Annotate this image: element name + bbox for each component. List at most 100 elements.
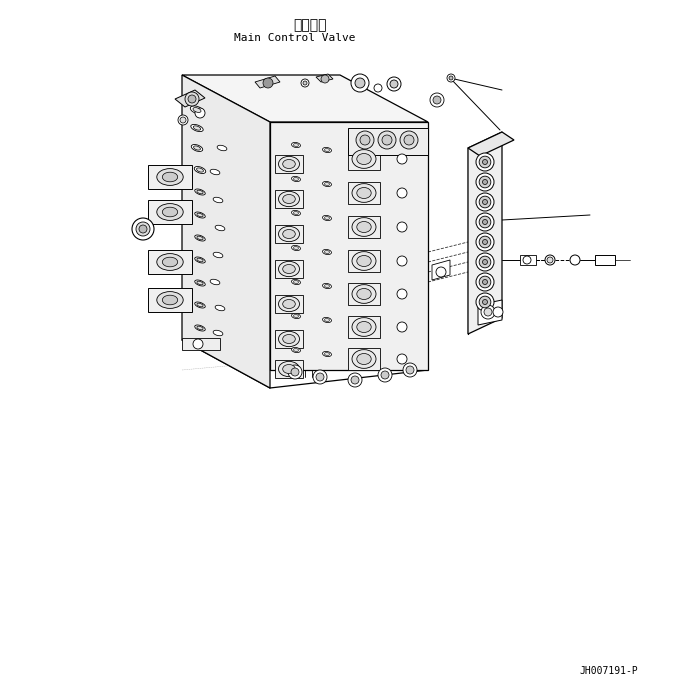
Ellipse shape: [157, 204, 183, 220]
Ellipse shape: [210, 169, 220, 175]
Ellipse shape: [278, 361, 300, 377]
Circle shape: [382, 135, 392, 145]
Circle shape: [482, 260, 488, 265]
Polygon shape: [275, 225, 303, 243]
Circle shape: [185, 92, 199, 106]
Ellipse shape: [325, 182, 329, 186]
Ellipse shape: [294, 247, 298, 249]
Ellipse shape: [195, 325, 205, 331]
Ellipse shape: [197, 236, 203, 240]
Circle shape: [482, 299, 488, 305]
Ellipse shape: [278, 332, 300, 347]
Ellipse shape: [278, 156, 300, 171]
Polygon shape: [348, 182, 380, 204]
Circle shape: [476, 193, 494, 211]
Ellipse shape: [291, 142, 300, 148]
Ellipse shape: [322, 182, 331, 187]
Ellipse shape: [194, 146, 200, 150]
Ellipse shape: [322, 352, 331, 357]
Polygon shape: [348, 216, 380, 238]
Ellipse shape: [357, 187, 371, 198]
Ellipse shape: [352, 318, 376, 337]
Circle shape: [351, 376, 359, 384]
Polygon shape: [478, 300, 502, 325]
Ellipse shape: [191, 124, 203, 131]
Ellipse shape: [282, 160, 296, 169]
Ellipse shape: [357, 289, 371, 299]
Polygon shape: [348, 348, 380, 370]
Circle shape: [378, 368, 392, 382]
Text: JH007191-P: JH007191-P: [579, 666, 638, 676]
Polygon shape: [432, 260, 450, 280]
Ellipse shape: [215, 225, 225, 231]
Circle shape: [397, 222, 407, 232]
Ellipse shape: [294, 281, 298, 283]
Polygon shape: [468, 132, 514, 156]
Circle shape: [482, 279, 488, 285]
Circle shape: [355, 78, 365, 88]
Circle shape: [436, 267, 446, 277]
Ellipse shape: [322, 317, 331, 323]
Circle shape: [400, 131, 418, 149]
Circle shape: [479, 236, 491, 248]
Ellipse shape: [291, 245, 300, 251]
Circle shape: [479, 196, 491, 208]
Ellipse shape: [196, 168, 203, 172]
Ellipse shape: [357, 256, 371, 267]
Circle shape: [348, 373, 362, 387]
Circle shape: [139, 225, 147, 233]
Polygon shape: [316, 74, 333, 82]
Ellipse shape: [197, 214, 203, 217]
Polygon shape: [148, 165, 192, 189]
Polygon shape: [520, 255, 536, 265]
Ellipse shape: [195, 189, 205, 195]
Ellipse shape: [282, 364, 296, 374]
Ellipse shape: [278, 191, 300, 207]
Ellipse shape: [194, 167, 206, 173]
Circle shape: [136, 222, 150, 236]
Polygon shape: [275, 260, 303, 278]
Circle shape: [433, 96, 441, 104]
Circle shape: [570, 255, 580, 265]
Ellipse shape: [291, 348, 300, 352]
Ellipse shape: [210, 279, 220, 285]
Circle shape: [397, 322, 407, 332]
Ellipse shape: [213, 197, 223, 202]
Text: 主控制阀: 主控制阀: [294, 18, 327, 32]
Circle shape: [288, 365, 302, 379]
Polygon shape: [182, 75, 428, 122]
Circle shape: [479, 276, 491, 288]
Circle shape: [313, 370, 327, 384]
Ellipse shape: [195, 235, 205, 241]
Circle shape: [482, 180, 488, 184]
Circle shape: [381, 371, 389, 379]
Circle shape: [545, 255, 555, 265]
Ellipse shape: [215, 305, 225, 311]
Ellipse shape: [195, 280, 205, 286]
Circle shape: [476, 293, 494, 311]
Circle shape: [430, 93, 444, 107]
Circle shape: [493, 307, 503, 317]
Bar: [595, 255, 615, 265]
Ellipse shape: [213, 330, 223, 336]
Circle shape: [479, 256, 491, 268]
Polygon shape: [270, 122, 428, 370]
Circle shape: [406, 366, 414, 374]
Ellipse shape: [294, 144, 298, 146]
Ellipse shape: [291, 314, 300, 319]
Circle shape: [178, 115, 188, 125]
Ellipse shape: [190, 106, 204, 114]
Ellipse shape: [157, 169, 183, 185]
Circle shape: [397, 154, 407, 164]
Ellipse shape: [195, 212, 205, 218]
Polygon shape: [148, 288, 192, 312]
Circle shape: [481, 305, 495, 319]
Polygon shape: [182, 338, 220, 350]
Ellipse shape: [352, 218, 376, 236]
Ellipse shape: [163, 172, 178, 182]
Ellipse shape: [282, 265, 296, 274]
Ellipse shape: [282, 334, 296, 343]
Polygon shape: [175, 90, 205, 107]
Ellipse shape: [163, 257, 178, 267]
Ellipse shape: [357, 354, 371, 364]
